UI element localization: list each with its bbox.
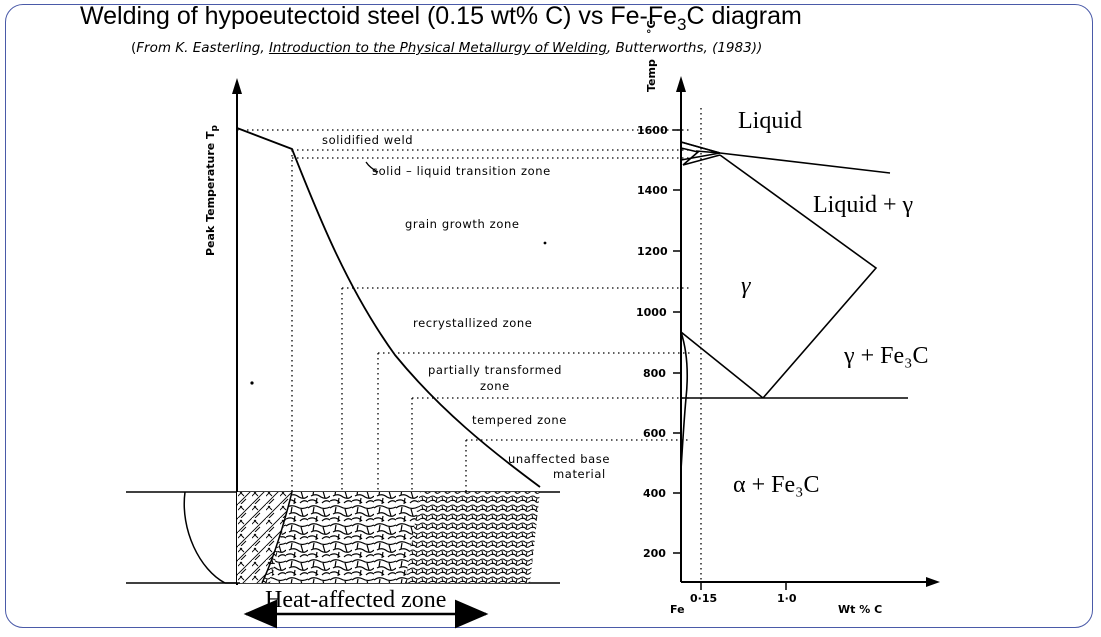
- left-diagram: Peak Temperature Tp solidified weld soli…: [126, 78, 690, 629]
- zone-label-material: material: [553, 467, 606, 481]
- citation-author: From K. Easterling,: [136, 40, 269, 56]
- zone-label-partially-transformed: partially transformed: [428, 363, 562, 377]
- x-tick-fe: Fe: [670, 603, 685, 616]
- phase-liquid: Liquid: [738, 108, 802, 134]
- haz-label: Heat-affected zone: [265, 587, 446, 613]
- dot-mark: [250, 381, 254, 385]
- citation-publisher: , Butterworths, (1983)): [606, 40, 763, 56]
- right-y-axis-label: Temp: [645, 59, 658, 92]
- peak-temperature-curve: [236, 127, 541, 488]
- y-tick-1200: 1200: [637, 245, 668, 258]
- dot-mark: [543, 241, 547, 245]
- y-tick-1000: 1000: [636, 306, 667, 319]
- citation-open: (: [131, 40, 137, 56]
- zone-boundaries: [237, 129, 690, 492]
- zone-label-tempered: tempered zone: [472, 413, 567, 427]
- phase-gamma-fe3c: γ + Fe₃C: [843, 343, 929, 369]
- citation: (From K. Easterling, Introduction to the…: [131, 40, 762, 56]
- y-tick-200: 200: [643, 547, 666, 560]
- zone-label-recrystallized: recrystallized zone: [413, 316, 532, 330]
- y-tick-1400: 1400: [637, 184, 668, 197]
- y-tick-800: 800: [643, 367, 666, 380]
- x-axis-label: Wt % C: [838, 603, 882, 616]
- zone-label-solidified-weld: solidified weld: [322, 133, 413, 147]
- left-y-axis-label: Peak Temperature Tp: [204, 124, 220, 256]
- x-tick-1-0: 1·0: [777, 592, 797, 605]
- right-y-axis-arrow-icon: [676, 76, 686, 92]
- x-tick-0-15: 0·15: [690, 592, 717, 605]
- zone-label-transition: solid – liquid transition zone: [372, 164, 551, 178]
- weld-cross-section: [126, 491, 560, 584]
- transition-zone-pointer: [365, 161, 379, 173]
- phase-alpha-fe3c: α + Fe₃C: [733, 472, 819, 498]
- slide-title: Welding of hypoeutectoid steel (0.15 wt%…: [80, 2, 802, 35]
- zone-label-unaffected-base: unaffected base: [508, 452, 610, 466]
- right-x-axis-arrow-icon: [926, 577, 940, 587]
- y-tick-600: 600: [643, 427, 666, 440]
- title-tail: C diagram: [686, 2, 802, 30]
- right-y-axis-unit: °C: [645, 20, 658, 34]
- title-main: Welding of hypoeutectoid steel (0.15 wt%…: [80, 2, 678, 30]
- y-tick-marks: [673, 129, 787, 590]
- y-tick-400: 400: [643, 487, 666, 500]
- citation-book-title: Introduction to the Physical Metallurgy …: [268, 40, 607, 56]
- zone-label-grain-growth: grain growth zone: [405, 217, 520, 231]
- phase-diagram: Temp °C 1600 1400 1200 1000 800 600 400 …: [636, 20, 940, 616]
- phase-liquid-gamma: Liquid + γ: [813, 192, 914, 218]
- phase-gamma: γ: [741, 273, 751, 299]
- left-y-axis-arrow-icon: [232, 78, 242, 94]
- slide-frame: [5, 4, 1093, 628]
- phase-boundaries: [680, 141, 908, 471]
- title-subscript: 3: [677, 15, 687, 34]
- zone-label-partially-transformed-2: zone: [480, 379, 510, 393]
- y-tick-1600: 1600: [637, 124, 668, 137]
